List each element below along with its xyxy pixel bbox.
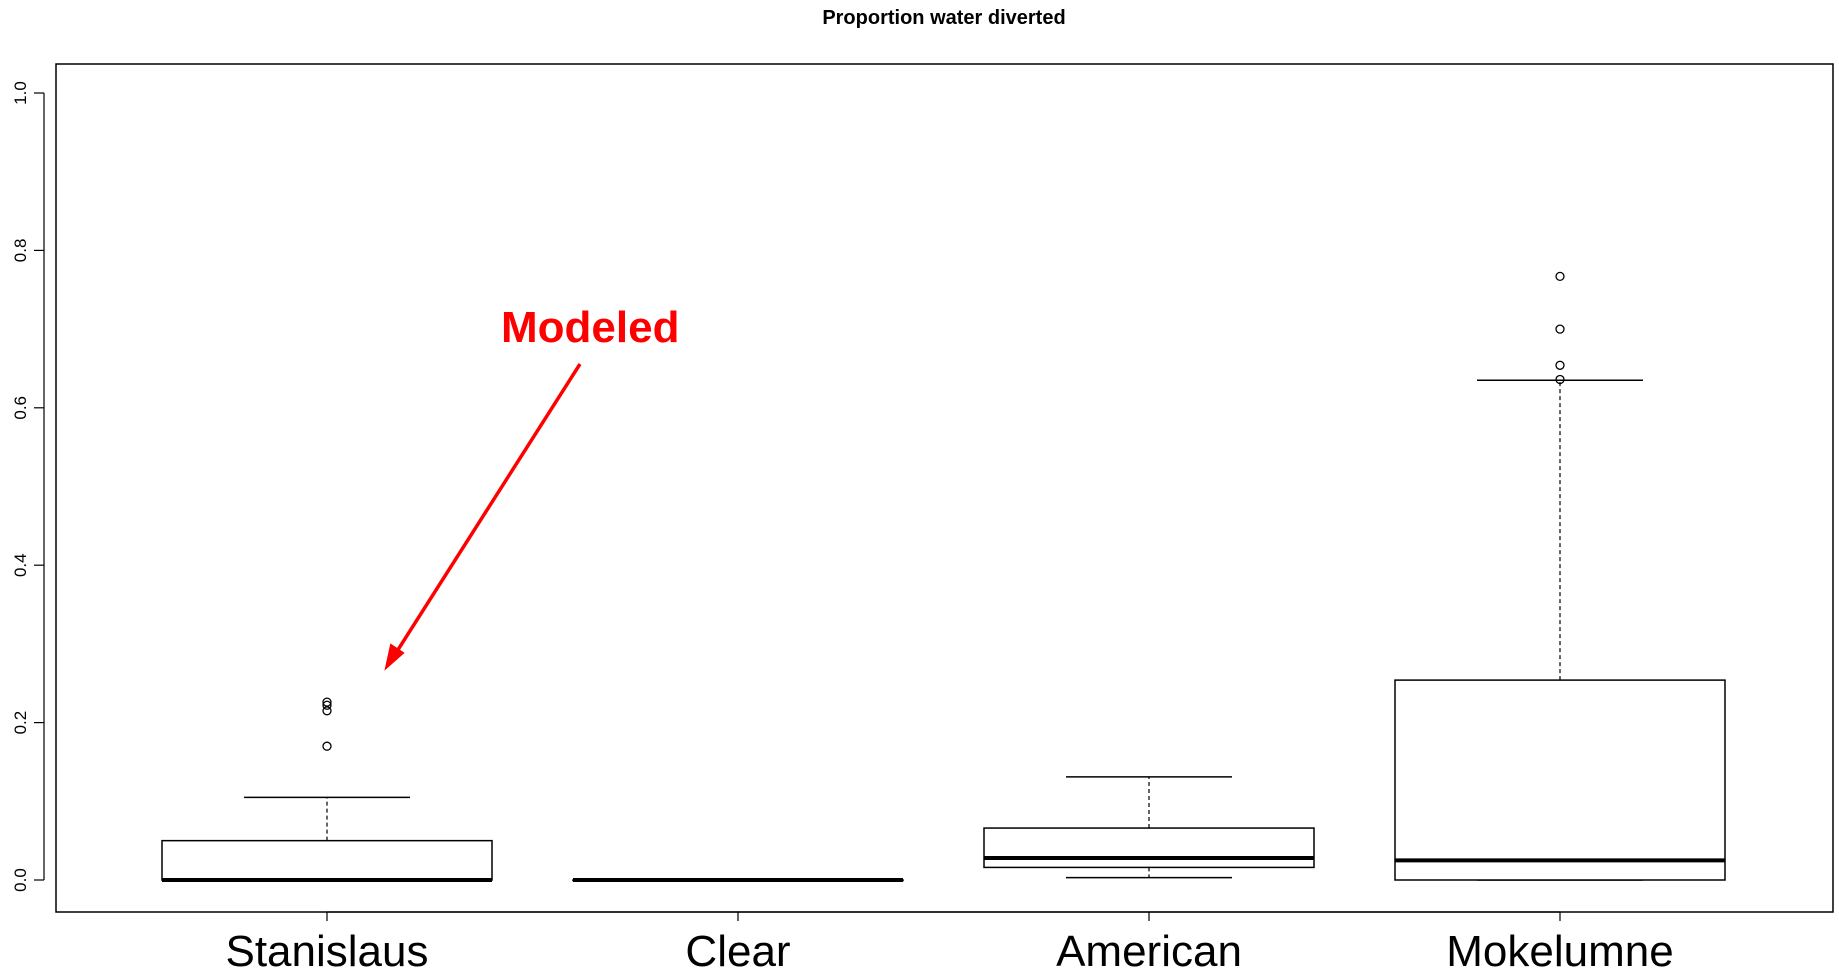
box-rect: [983, 827, 1315, 869]
box-stanislaus: [161, 697, 493, 882]
box-rect: [161, 839, 493, 881]
outlier-point: [322, 700, 332, 710]
annotation-text: Modeled: [501, 303, 679, 352]
y-tick-label: 0.6: [11, 396, 30, 420]
box-mokelumne: [1394, 271, 1726, 881]
outlier-point: [1555, 324, 1565, 334]
box-american: [983, 776, 1315, 879]
annotation-arrow-shaft: [392, 363, 582, 657]
outlier-point: [322, 706, 332, 716]
annotation-arrow-head: [384, 643, 405, 671]
outlier-point: [1555, 374, 1565, 385]
box-clear: [572, 878, 904, 882]
x-tick-label: Stanislaus: [225, 927, 428, 973]
outlier-point: [322, 697, 332, 707]
outlier-point: [1555, 271, 1565, 282]
x-tick-label: Clear: [685, 927, 790, 973]
annotation-layer: Modeled: [384, 303, 679, 671]
boxes-layer: [161, 271, 1726, 882]
x-axis: Stanislaus Clear American Mokelumne: [225, 911, 1674, 973]
x-tick-label: Mokelumne: [1446, 927, 1673, 973]
outlier-point: [322, 741, 332, 751]
chart-title: Proportion water diverted: [822, 7, 1065, 29]
box-rect: [1394, 679, 1726, 881]
x-tick-label: American: [1056, 927, 1242, 973]
y-tick-label: 0.4: [11, 553, 30, 577]
y-tick-label: 0.0: [11, 868, 30, 892]
y-axis: 0.0 0.2 0.4 0.6 0.8 1.0: [11, 81, 45, 892]
y-tick-label: 1.0: [11, 81, 30, 105]
y-tick-label: 0.2: [11, 711, 30, 735]
y-tick-label: 0.8: [11, 239, 30, 263]
outlier-point: [1555, 360, 1565, 370]
